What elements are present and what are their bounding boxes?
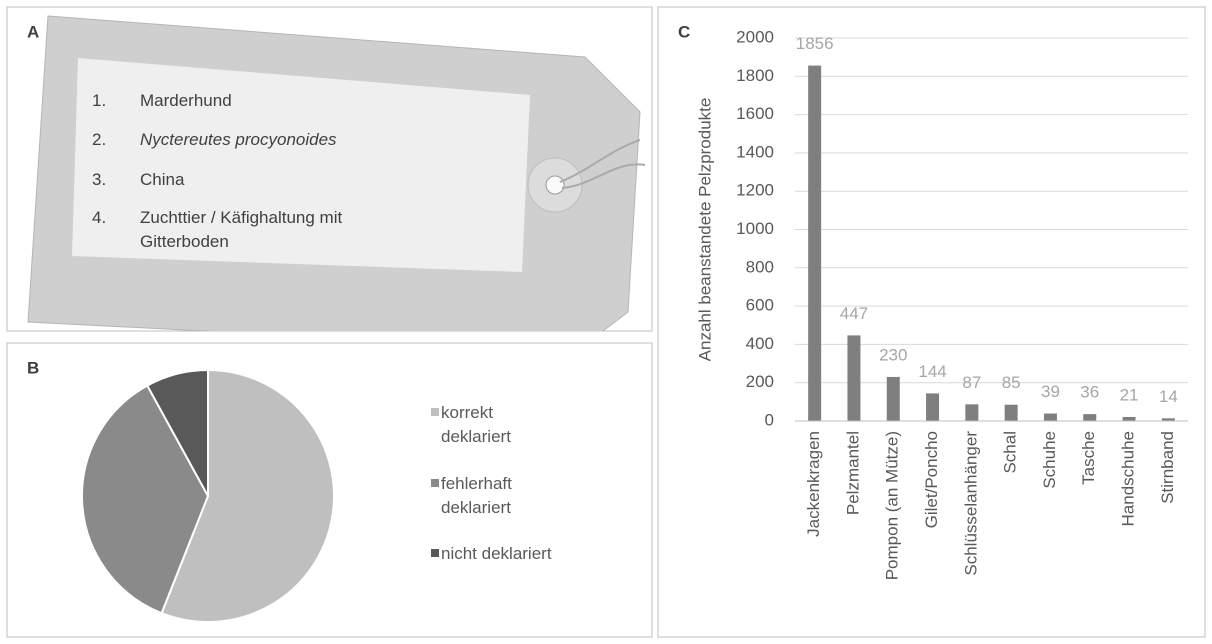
legend-label: fehlerhaft deklariert — [441, 472, 561, 520]
panel-label: C — [678, 22, 690, 41]
panel-label: B — [27, 358, 39, 377]
tag-hole — [546, 176, 564, 194]
y-tick-label: 200 — [746, 372, 774, 391]
legend-label: korrekt deklariert — [441, 401, 561, 449]
list-text: China — [140, 168, 360, 192]
legend-label: nicht deklariert — [441, 542, 561, 566]
y-tick-label: 1800 — [736, 66, 774, 85]
list-text: Nyctereutes procyonoides — [140, 128, 360, 152]
bar — [887, 377, 900, 421]
x-tick-label: Gilet/Poncho — [922, 431, 941, 528]
page: A B C 0 200 400 600 800 1000 1200 1400 1600 1800 2… — [0, 0, 1212, 644]
list-number: 1. — [92, 89, 106, 113]
bar — [1083, 414, 1096, 421]
bar — [847, 335, 860, 421]
bar — [1005, 405, 1018, 421]
y-tick-label: 1600 — [736, 104, 774, 123]
value-label: 144 — [918, 362, 946, 381]
legend-swatch — [431, 479, 439, 487]
list-text: Zuchttier / Käfighaltung mit Gitterboden — [140, 206, 360, 254]
value-label: 21 — [1120, 385, 1139, 404]
x-tick-label: Tasche — [1079, 431, 1098, 485]
value-label: 85 — [1002, 373, 1021, 392]
x-tick-label: Schuhe — [1040, 431, 1059, 489]
bar — [926, 393, 939, 421]
list-number: 3. — [92, 168, 106, 192]
y-tick-label: 600 — [746, 296, 774, 315]
x-tick-label: Pelzmantel — [843, 431, 862, 515]
bar — [1044, 414, 1057, 421]
value-label: 36 — [1080, 383, 1099, 402]
y-tick-label: 800 — [746, 257, 774, 276]
x-tick-label: Schlüsselanhänger — [961, 431, 980, 576]
bar — [1123, 417, 1136, 421]
list-number: 4. — [92, 206, 106, 230]
value-label: 1856 — [796, 34, 834, 53]
y-tick-label: 1200 — [736, 181, 774, 200]
panel-label: A — [27, 22, 39, 41]
legend-swatch — [431, 408, 439, 416]
value-label: 14 — [1159, 387, 1178, 406]
bar — [808, 66, 821, 421]
value-label: 39 — [1041, 382, 1060, 401]
y-tick-label: 1000 — [736, 219, 774, 238]
x-tick-label: Handschuhe — [1119, 431, 1138, 526]
y-tick-label: 400 — [746, 334, 774, 353]
y-tick-label: 2000 — [736, 27, 774, 46]
panel-frame — [658, 7, 1205, 637]
value-label: 230 — [879, 345, 907, 364]
x-tick-label: Pompon (an Mütze) — [883, 431, 902, 580]
y-tick-label: 0 — [765, 410, 774, 429]
value-label: 87 — [962, 373, 981, 392]
y-tick-label: 1400 — [736, 142, 774, 161]
value-label: 447 — [840, 304, 868, 323]
legend-swatch — [431, 549, 439, 557]
list-number: 2. — [92, 128, 106, 152]
bar — [965, 404, 978, 421]
x-tick-label: Stirnband — [1158, 431, 1177, 504]
x-tick-label: Schal — [1001, 431, 1020, 474]
x-tick-label: Jackenkragen — [804, 431, 823, 537]
list-text: Marderhund — [140, 89, 360, 113]
y-axis-title: Anzahl beanstandete Pelzprodukte — [695, 98, 714, 362]
